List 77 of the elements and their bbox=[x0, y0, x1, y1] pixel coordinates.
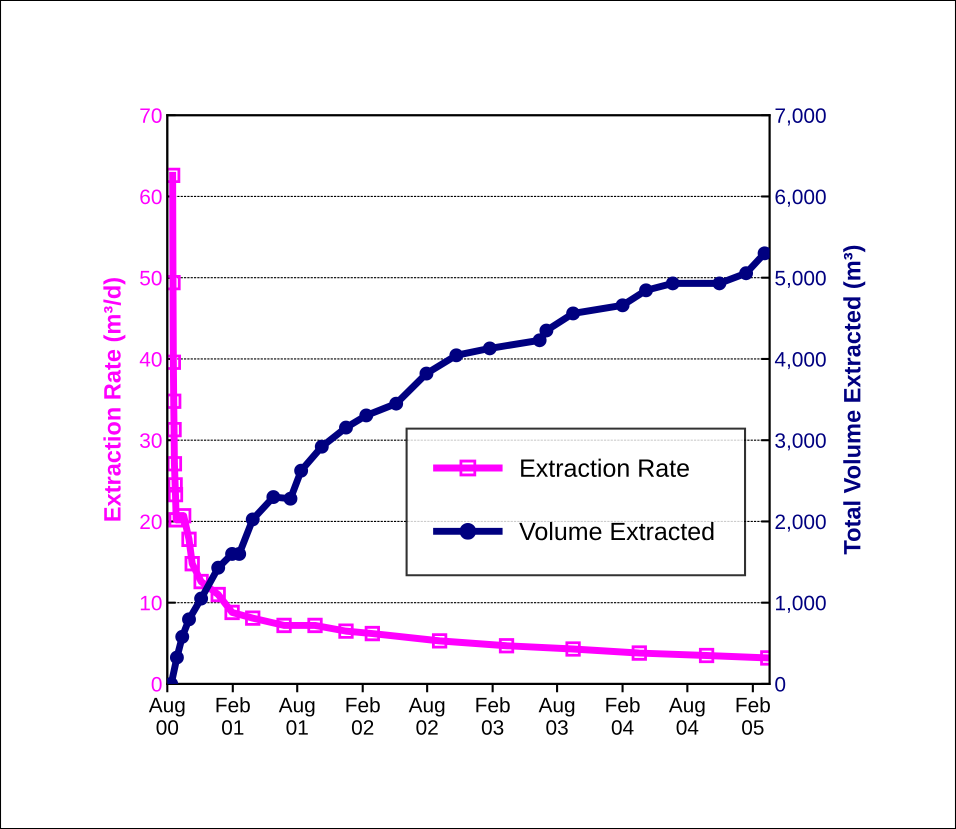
point bbox=[176, 508, 192, 524]
point bbox=[666, 276, 680, 290]
y-tick-label: 20 bbox=[140, 514, 162, 530]
x-tick-label: Aug 02 bbox=[408, 698, 444, 735]
point bbox=[245, 610, 260, 626]
y2-tick-label: 1,000 bbox=[776, 596, 826, 613]
point bbox=[182, 612, 196, 626]
point bbox=[170, 650, 184, 664]
point bbox=[167, 394, 182, 409]
point bbox=[565, 641, 581, 657]
y-tick-label: 0 bbox=[152, 676, 162, 692]
point bbox=[639, 283, 654, 298]
x-tick-label: Feb 01 bbox=[216, 697, 250, 735]
legend-label: Volume Extracted bbox=[519, 522, 714, 540]
y2-tick-label: 4,000 bbox=[774, 352, 826, 370]
x-tick-label: Feb 04 bbox=[606, 697, 640, 735]
point bbox=[432, 633, 448, 649]
x-tick-label: Feb 03 bbox=[476, 697, 510, 735]
point bbox=[338, 623, 354, 639]
point bbox=[266, 490, 280, 504]
point bbox=[566, 306, 580, 320]
x-tick-label: Aug 03 bbox=[538, 698, 574, 735]
point bbox=[194, 592, 208, 606]
point bbox=[167, 422, 182, 438]
point bbox=[168, 486, 184, 502]
point bbox=[167, 477, 183, 493]
y2-tick-label: 6,000 bbox=[776, 189, 826, 207]
y2-tick-label: 2,000 bbox=[775, 514, 826, 532]
point bbox=[167, 354, 181, 370]
y2-axis-title: Total Volume Extracted (m³) bbox=[843, 246, 866, 554]
point bbox=[364, 626, 380, 642]
point bbox=[498, 638, 514, 654]
point bbox=[294, 464, 308, 478]
x-tick-label: Aug 00 bbox=[148, 698, 184, 735]
point bbox=[539, 324, 554, 338]
point bbox=[224, 604, 240, 620]
point bbox=[339, 420, 353, 435]
y-axis-title: Extraction Rate (m³/d) bbox=[103, 278, 126, 521]
point bbox=[276, 618, 292, 634]
point bbox=[211, 560, 226, 575]
point bbox=[314, 440, 329, 454]
point bbox=[181, 532, 197, 547]
point bbox=[167, 456, 182, 472]
point bbox=[389, 396, 404, 411]
legend-label: Extraction Rate bbox=[521, 458, 689, 477]
point bbox=[210, 586, 226, 602]
point bbox=[167, 274, 181, 290]
x-tick-label: Feb 02 bbox=[346, 697, 380, 735]
point bbox=[482, 341, 497, 356]
point bbox=[184, 556, 200, 572]
point bbox=[698, 648, 714, 664]
point bbox=[632, 645, 647, 661]
point bbox=[246, 512, 260, 526]
y-tick-label: 50 bbox=[140, 270, 162, 286]
point bbox=[307, 618, 323, 634]
point bbox=[739, 266, 754, 280]
y2-tick-label: 5,000 bbox=[775, 270, 826, 288]
point bbox=[284, 492, 298, 506]
y2-tick-label: 3,000 bbox=[775, 433, 826, 450]
point bbox=[449, 348, 464, 362]
x-tick-label: Aug 01 bbox=[278, 698, 314, 735]
y-tick-label: 70 bbox=[140, 108, 162, 123]
point bbox=[419, 366, 434, 381]
y-tick-label: 40 bbox=[140, 352, 162, 367]
y-tick-label: 60 bbox=[140, 189, 162, 204]
point bbox=[532, 333, 547, 348]
point bbox=[616, 298, 630, 312]
point bbox=[175, 630, 190, 644]
point bbox=[168, 512, 184, 528]
x-tick-label: Feb 05 bbox=[736, 697, 770, 735]
y2-tick-label: 7,000 bbox=[776, 108, 826, 126]
point bbox=[359, 408, 374, 422]
x-tick-label: Aug 04 bbox=[668, 698, 705, 735]
point bbox=[712, 276, 726, 290]
y-tick-label: 30 bbox=[140, 433, 162, 448]
y2-tick-label: 0 bbox=[775, 676, 786, 692]
y-tick-label: 10 bbox=[140, 596, 162, 610]
